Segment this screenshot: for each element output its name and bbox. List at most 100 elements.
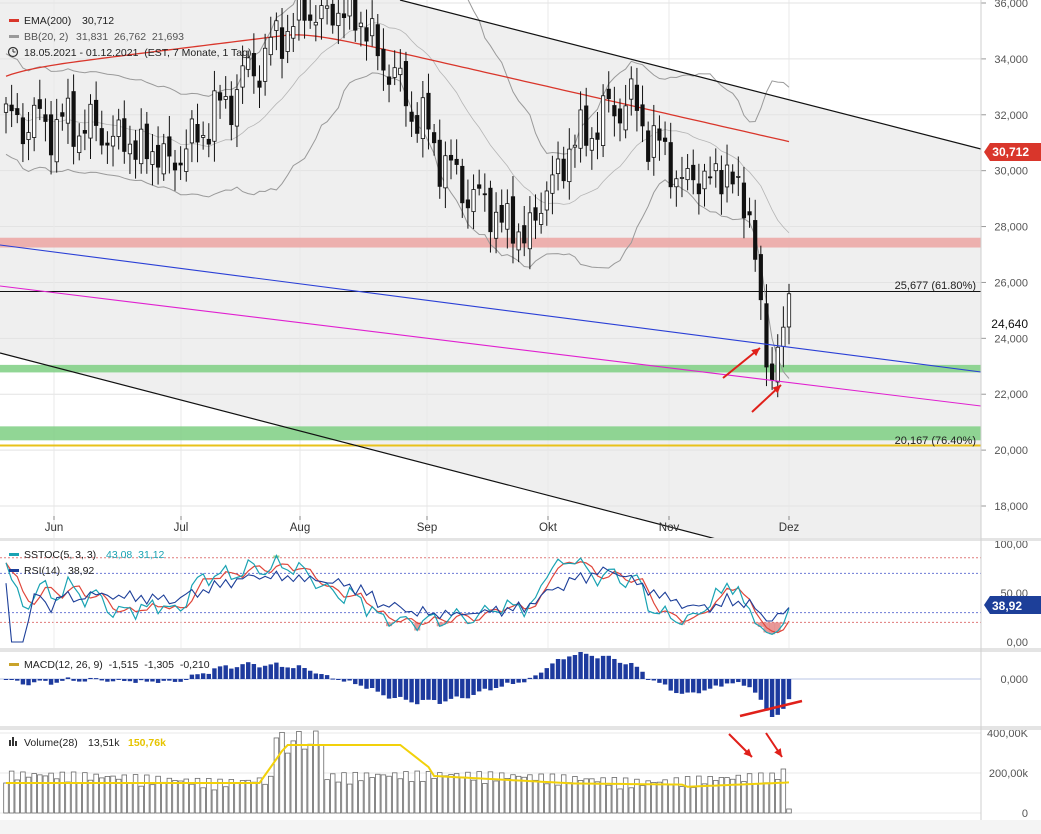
macd-bar: [369, 679, 375, 689]
macd-bar: [330, 678, 335, 680]
rsi-legend-label: RSI(14): [24, 565, 60, 577]
macd-bar: [15, 679, 20, 681]
candle-body: [150, 151, 155, 165]
macd-bar: [443, 679, 448, 702]
macd-bar: [431, 679, 437, 701]
candle-body: [702, 170, 707, 190]
macd-bar: [775, 679, 780, 715]
macd-bar: [640, 671, 645, 679]
volume-panel[interactable]: Volume(28) 13,51k 150,76k: [0, 730, 981, 820]
candle-body: [454, 158, 459, 165]
macd-bar: [307, 670, 313, 679]
oversold-fill: [757, 622, 764, 627]
volume-bar: [76, 782, 82, 814]
macd-bar: [758, 679, 764, 700]
volume-bar: [549, 773, 556, 814]
candle-body: [330, 3, 335, 26]
volume-bar: [606, 784, 612, 814]
volume-bar: [104, 775, 111, 814]
volume-tick-label: 0: [1022, 808, 1028, 820]
candle-body: [223, 96, 228, 100]
macd-bar: [505, 679, 510, 683]
volume-bar: [211, 789, 218, 814]
macd-bar: [544, 668, 549, 679]
price-panel[interactable]: 25,677 (61.80%) 20,167 (76.40%): [0, 0, 981, 608]
candle-body: [358, 22, 363, 27]
candle-body: [172, 162, 178, 171]
blue-trendline: [0, 244, 981, 373]
macd-bar: [127, 679, 133, 682]
volume-bar: [48, 772, 54, 814]
candle-body: [274, 20, 279, 31]
svg-text:30,712: 30,712: [992, 145, 1029, 159]
candle-body: [319, 5, 324, 20]
oversold-fill: [769, 622, 776, 635]
date-range-info: 18.05.2021 - 01.12.2021 (EST, 7 Monate, …: [24, 47, 251, 59]
candle-body: [747, 211, 752, 216]
volume-tick-label: 200,00k: [989, 768, 1029, 780]
volume-bar: [617, 788, 623, 814]
macd-panel[interactable]: MACD(12, 26, 9) -1,515 -1,305 -0,210: [0, 651, 981, 726]
macd-bar: [54, 679, 59, 683]
candle-body: [144, 123, 149, 160]
volume-bar: [177, 780, 184, 814]
volume-bar: [786, 808, 792, 814]
candle-body: [770, 363, 775, 381]
candle-body: [426, 92, 431, 130]
volume-bar: [656, 781, 663, 814]
candle-body: [510, 196, 516, 244]
volume-bar: [155, 775, 161, 814]
candle-body: [43, 114, 48, 122]
price-arrow-head: [751, 348, 760, 357]
macd-bar: [550, 663, 555, 679]
candle-body: [347, 0, 352, 17]
macd-bar: [65, 677, 71, 679]
volume-bar: [206, 778, 212, 814]
candle-body: [398, 67, 403, 76]
price-annotation-arrows: [722, 347, 782, 413]
macd-bar: [567, 656, 572, 679]
stochastic-d-line: [5, 561, 790, 634]
candle-body: [460, 165, 465, 204]
volume-bar: [639, 785, 646, 814]
candle-body: [629, 78, 634, 100]
candle-body: [634, 84, 639, 111]
macd-bar: [533, 675, 538, 679]
volume-bar: [470, 779, 477, 814]
candle-body: [623, 105, 628, 131]
volume-y-axis: 400,00K 200,00k 0: [987, 728, 1029, 820]
macd-bar: [538, 672, 544, 679]
macd-bar: [167, 679, 172, 681]
volume-bar: [583, 778, 589, 814]
macd-bar: [713, 679, 718, 686]
macd-bar: [561, 659, 566, 679]
volume-bar: [741, 781, 747, 814]
macd-legend: MACD(12, 26, 9) -1,515 -1,305 -0,210: [24, 659, 210, 671]
macd-bar: [77, 679, 82, 682]
rsi-value-tag: 38,92: [984, 596, 1041, 614]
candle-body: [584, 105, 589, 146]
price-tick-label: 30,000: [994, 166, 1028, 178]
oversold-fill: [774, 622, 781, 632]
candle-body: [465, 199, 471, 209]
macd-bar: [623, 664, 628, 679]
price-legend: EMA(200) 30,712 BB(20, 2) 31,831 26,762 …: [7, 15, 251, 59]
macd-bar: [685, 679, 690, 693]
macd-y-axis: 0,000: [1000, 674, 1028, 686]
stochastic-rsi-panel[interactable]: SSTOC(5, 3, 3) 43,08 31,12 RSI(14) 38,92: [0, 540, 981, 648]
macd-bar: [285, 667, 290, 679]
candle-body: [708, 176, 713, 179]
volume-bar: [183, 778, 189, 814]
candle-body: [657, 128, 662, 141]
volume-bar: [437, 772, 443, 814]
macd-bar: [679, 679, 685, 694]
oversold-fill: [386, 622, 393, 627]
macd-bar: [415, 679, 420, 705]
volume-bar: [718, 777, 725, 814]
oscillator-grid: [0, 540, 981, 648]
candle-body: [674, 178, 679, 188]
macd-histogram: [3, 652, 792, 717]
candle-body: [741, 182, 747, 219]
volume-bar: [408, 781, 415, 814]
